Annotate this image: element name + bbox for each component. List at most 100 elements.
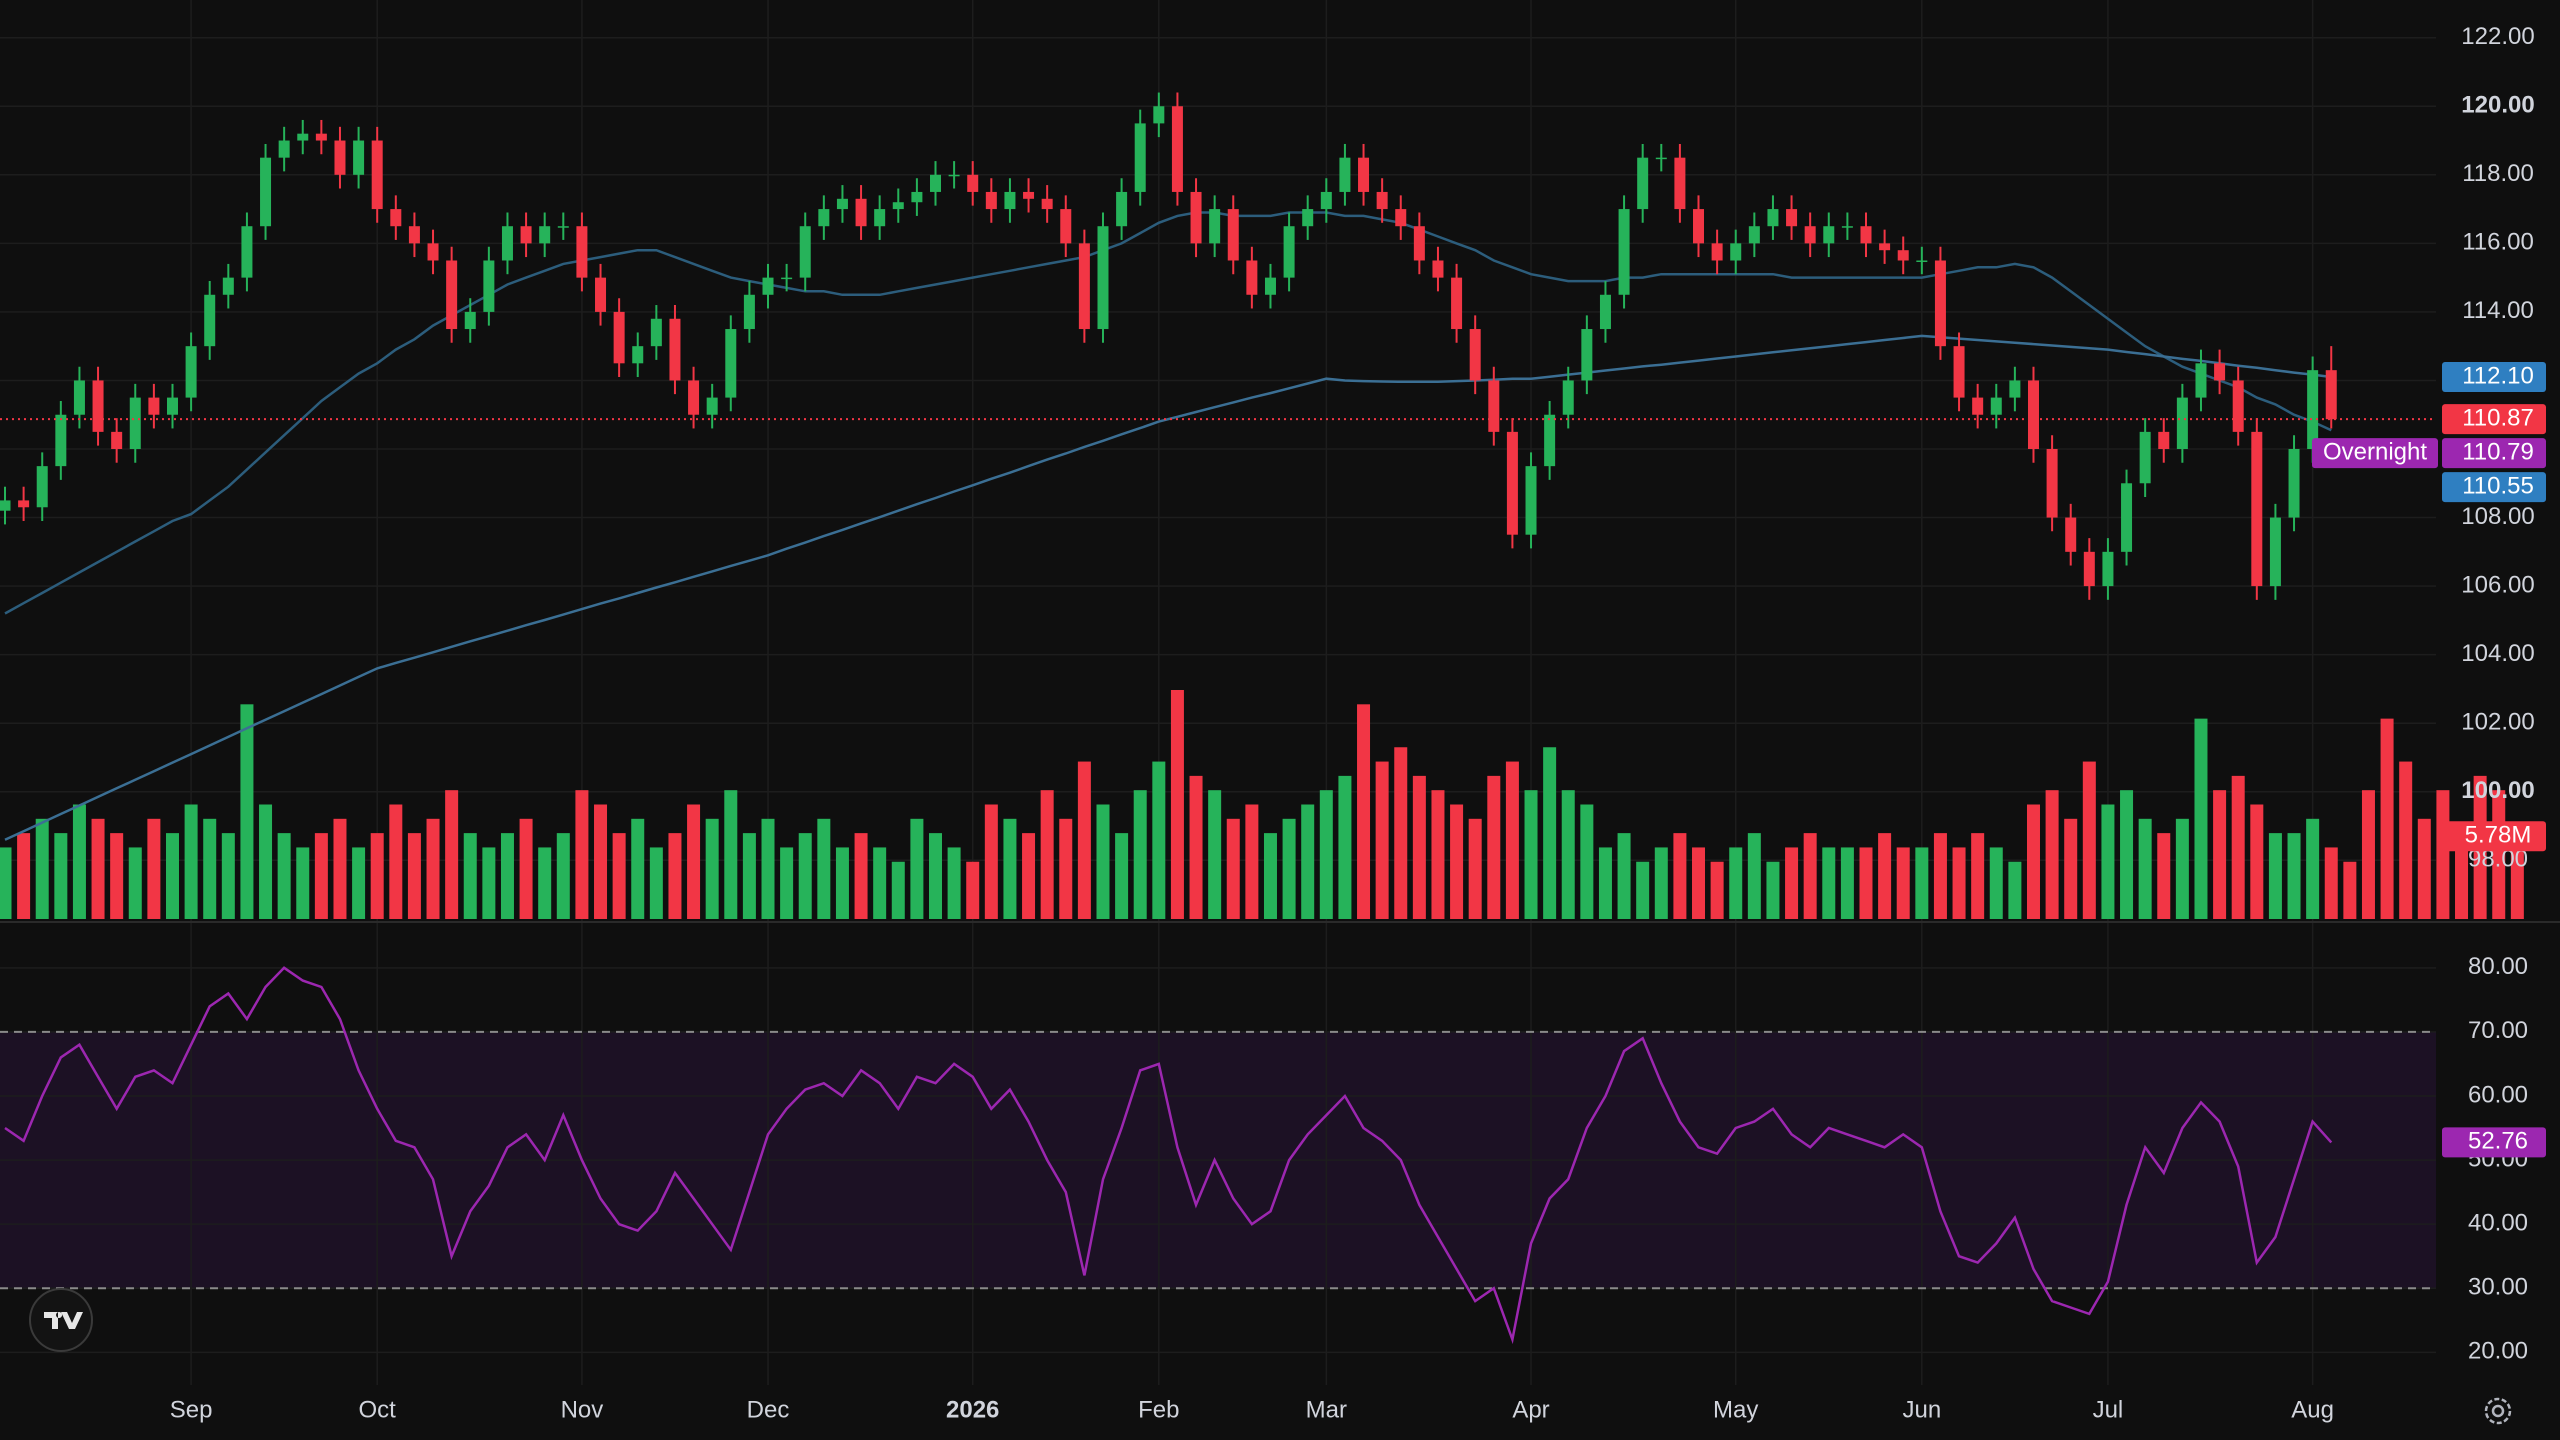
volume-bar	[17, 833, 31, 919]
volume-bar	[594, 804, 608, 919]
candle-body	[2214, 363, 2226, 381]
price-tag-box	[2312, 438, 2438, 469]
volume-bar	[966, 861, 980, 919]
volume-bar	[612, 833, 626, 919]
candle-body	[1171, 106, 1183, 192]
candle-body	[1078, 243, 1090, 330]
candle-body	[1916, 260, 1928, 262]
y-tick-label: 70.00	[2468, 1017, 2528, 1044]
volume-bar	[575, 790, 589, 919]
price-label: 112.10	[2462, 362, 2534, 389]
volume-bar	[1840, 847, 1854, 919]
y-tick-label: 40.00	[2468, 1209, 2528, 1236]
x-tick-label: Oct	[359, 1396, 397, 1423]
candle-body	[1097, 226, 1109, 330]
candle-body	[1786, 209, 1798, 227]
y-tick-label: 106.00	[2461, 571, 2534, 598]
volume-bar	[1822, 847, 1836, 919]
candle-body	[650, 318, 662, 347]
candle-body	[2009, 380, 2021, 398]
volume-bar	[1245, 804, 1259, 919]
volume-bar	[649, 847, 663, 919]
candle-body	[166, 397, 178, 415]
volume-bar	[1673, 833, 1687, 919]
candle-body	[501, 226, 513, 261]
candle-body	[1246, 260, 1258, 295]
candle-body	[2121, 483, 2133, 552]
volume-bar	[1431, 790, 1445, 919]
candle-body	[1432, 260, 1444, 278]
volume-bar	[761, 818, 775, 919]
candle-body	[0, 500, 11, 511]
volume-bar	[314, 833, 328, 919]
candle-body	[557, 226, 569, 228]
settings-button[interactable]	[2484, 1397, 2512, 1425]
volume-bar	[1598, 847, 1612, 919]
volume-bar	[910, 818, 924, 919]
candle-body	[1934, 260, 1946, 347]
volume-bar	[0, 847, 12, 919]
volume-bar	[2082, 761, 2096, 919]
candle-body	[576, 226, 588, 278]
logo-glyph	[44, 1312, 83, 1329]
volume-bar	[724, 790, 738, 919]
volume-bar	[2399, 761, 2413, 919]
volume-bar	[1338, 775, 1352, 919]
candle-body	[706, 397, 718, 415]
volume-bar	[1915, 847, 1929, 919]
volume-bar	[1766, 861, 1780, 919]
candle-body	[762, 277, 774, 295]
y-tick-label: 80.00	[2468, 953, 2528, 980]
price-label: 110.79	[2462, 439, 2534, 466]
volume-bar	[1263, 833, 1277, 919]
candle-body	[204, 294, 216, 347]
volume-bar	[407, 833, 421, 919]
volume-bar	[2213, 790, 2227, 919]
y-tick-label: 122.00	[2461, 23, 2534, 50]
volume-bar	[333, 818, 347, 919]
logo-circle	[29, 1288, 93, 1352]
volume-bar	[780, 847, 794, 919]
candle-body	[781, 277, 793, 280]
volume-bar	[2175, 818, 2189, 919]
candle-body	[483, 260, 495, 312]
x-tick-label: 2026	[946, 1396, 999, 1423]
settings-gear	[2484, 1397, 2512, 1425]
candle-body	[18, 500, 30, 508]
x-tick-label: Mar	[1306, 1396, 1347, 1423]
volume-bar	[2287, 833, 2301, 919]
volume-bar	[1226, 818, 1240, 919]
volume-bar	[1412, 775, 1426, 919]
volume-bar	[1096, 804, 1110, 919]
volume-bar	[1692, 847, 1706, 919]
price-label-box	[2442, 472, 2546, 503]
marks-layer	[0, 92, 2524, 1345]
volume-bar	[1115, 833, 1129, 919]
candle-body	[353, 140, 365, 175]
x-tick-label: Feb	[1138, 1396, 1179, 1423]
volume-bar	[687, 804, 701, 919]
y-tick-label: 104.00	[2461, 640, 2534, 667]
volume-bar	[854, 833, 868, 919]
volume-label: 5.78M	[2465, 822, 2532, 849]
candle-body	[1897, 250, 1909, 261]
candle-body	[2083, 551, 2095, 587]
candle-body	[632, 346, 644, 364]
candle-body	[1395, 209, 1407, 227]
y-tick-label: 102.00	[2461, 709, 2534, 736]
volume-bar	[891, 861, 905, 919]
y-tick-label: 30.00	[2468, 1274, 2528, 1301]
volume-bar	[1878, 833, 1892, 919]
volume-bar	[2306, 818, 2320, 919]
volume-bar	[2101, 804, 2115, 919]
candle-body	[1655, 157, 1667, 160]
volume-bar	[1543, 747, 1557, 919]
candle-body	[1209, 209, 1221, 244]
candle-body	[1488, 380, 1500, 432]
candle-body	[1283, 226, 1295, 278]
candle-body	[334, 140, 346, 175]
logo[interactable]	[29, 1288, 93, 1352]
volume-bar	[1040, 790, 1054, 919]
candle-body	[446, 260, 458, 330]
candle-body	[1972, 397, 1984, 415]
